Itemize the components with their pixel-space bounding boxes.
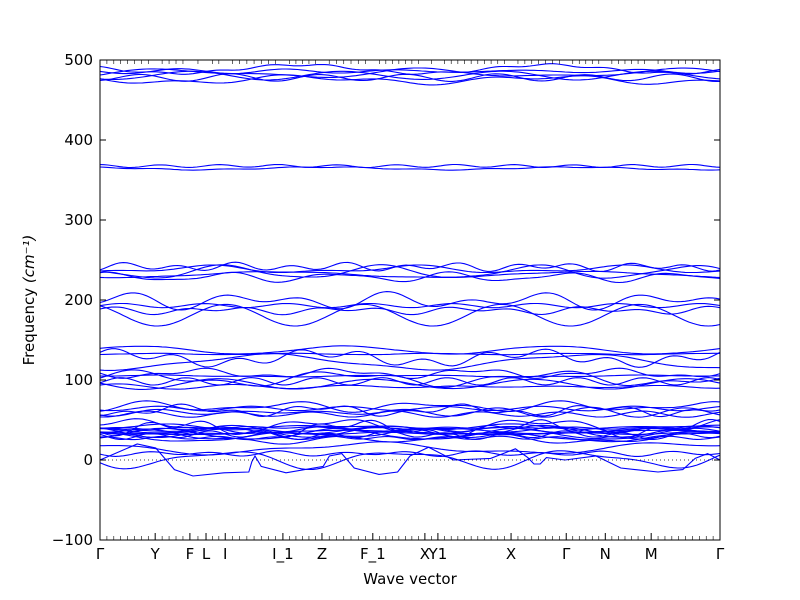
x-tick-label-2: F bbox=[186, 545, 195, 563]
band-line-26 bbox=[99, 367, 721, 379]
y-tick-label-4: 300 bbox=[64, 211, 93, 229]
x-tick-label-4: I bbox=[223, 545, 227, 563]
band-line-10 bbox=[99, 264, 721, 279]
band-line-25 bbox=[100, 374, 720, 378]
band-line-12 bbox=[99, 261, 721, 273]
band-line-14 bbox=[99, 305, 721, 316]
x-tick-label-10: X bbox=[506, 545, 516, 563]
band-line-30 bbox=[99, 405, 721, 412]
phonon-bands bbox=[99, 63, 721, 477]
band-line-20 bbox=[99, 345, 721, 355]
y-tick-label-2: 100 bbox=[64, 371, 93, 389]
y-tick-label-6: 500 bbox=[64, 51, 93, 69]
y-tick-label-1: 0 bbox=[83, 451, 93, 469]
band-line-35 bbox=[99, 430, 721, 441]
band-line-9 bbox=[99, 270, 721, 279]
band-line-33 bbox=[100, 431, 720, 443]
band-line-17 bbox=[99, 353, 721, 371]
band-line-45 bbox=[99, 418, 721, 434]
band-line-27 bbox=[99, 410, 721, 418]
x-axis: Γ Y F L I I_1 Z F_1 XY1 X Γ N M Γ bbox=[96, 60, 725, 564]
y-axis-label-unit: (cm⁻¹) bbox=[20, 235, 38, 284]
band-line-19 bbox=[99, 352, 721, 356]
band-line-4 bbox=[99, 68, 721, 75]
x-tick-label-5: I_1 bbox=[272, 545, 293, 564]
band-line-6 bbox=[99, 166, 721, 171]
band-line-2 bbox=[99, 70, 721, 81]
y-tick-label-0: −100 bbox=[52, 531, 93, 549]
y-tick-label-5: 400 bbox=[64, 131, 93, 149]
x-axis-label: Wave vector bbox=[363, 570, 457, 588]
x-tick-label-1: Y bbox=[150, 545, 161, 563]
band-line-7 bbox=[99, 163, 721, 169]
x-tick-label-11: Γ bbox=[562, 545, 571, 563]
y-axis: −100 0 100 200 300 400 500 bbox=[52, 51, 720, 549]
x-tick-label-14: Γ bbox=[716, 545, 725, 563]
band-line-1 bbox=[99, 73, 721, 83]
y-axis-label-text: Frequency bbox=[20, 283, 38, 365]
x-tick-label-7: F_1 bbox=[360, 545, 386, 564]
band-line-22 bbox=[99, 378, 721, 390]
x-tick-label-0: Γ bbox=[96, 545, 105, 563]
band-line-37 bbox=[99, 431, 721, 435]
band-line-0 bbox=[99, 74, 721, 86]
band-line-24 bbox=[99, 369, 721, 388]
x-tick-label-3: L bbox=[202, 545, 211, 563]
x-tick-label-13: M bbox=[645, 545, 658, 563]
x-tick-label-8: X bbox=[420, 545, 430, 563]
band-line-40 bbox=[99, 426, 721, 435]
x-tick-label-6: Z bbox=[317, 545, 327, 563]
band-line-47 bbox=[99, 450, 721, 457]
band-line-42 bbox=[99, 418, 721, 439]
x-tick-label-12: N bbox=[600, 545, 611, 563]
band-line-48 bbox=[100, 441, 721, 456]
x-tick-label-9: Y1 bbox=[428, 545, 448, 563]
y-tick-label-3: 200 bbox=[64, 291, 93, 309]
band-line-21 bbox=[99, 383, 721, 390]
band-line-5 bbox=[99, 63, 721, 75]
band-line-15 bbox=[99, 302, 721, 309]
y-axis-label: Frequency (cm⁻¹) bbox=[20, 235, 38, 366]
band-line-8 bbox=[99, 271, 721, 284]
band-line-16 bbox=[99, 291, 721, 311]
plot-frame bbox=[99, 59, 721, 541]
band-line-18 bbox=[99, 348, 721, 368]
band-line-31 bbox=[99, 400, 721, 413]
